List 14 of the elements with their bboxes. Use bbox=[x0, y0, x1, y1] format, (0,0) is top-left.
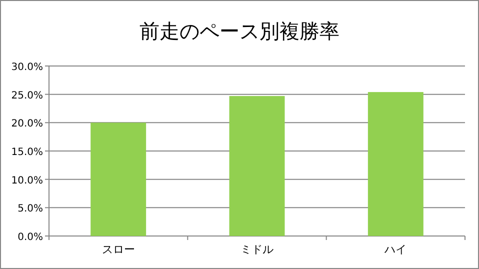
bar bbox=[368, 92, 424, 236]
y-tick-label: 30.0% bbox=[11, 62, 43, 73]
chart-title: 前走のペース別複勝率 bbox=[140, 19, 340, 43]
y-tick-label: 10.0% bbox=[11, 175, 43, 186]
y-tick-label: 20.0% bbox=[11, 118, 43, 130]
x-tick-label: ミドル bbox=[240, 243, 274, 256]
bar bbox=[90, 122, 146, 236]
x-tick-label: スロー bbox=[102, 243, 135, 256]
bar bbox=[229, 96, 285, 236]
x-tick-label: ハイ bbox=[384, 243, 407, 256]
y-tick-label: 0.0% bbox=[18, 232, 43, 243]
y-tick-label: 25.0% bbox=[11, 90, 43, 102]
y-tick-label: 15.0% bbox=[11, 147, 43, 158]
y-tick-label: 5.0% bbox=[18, 204, 43, 215]
